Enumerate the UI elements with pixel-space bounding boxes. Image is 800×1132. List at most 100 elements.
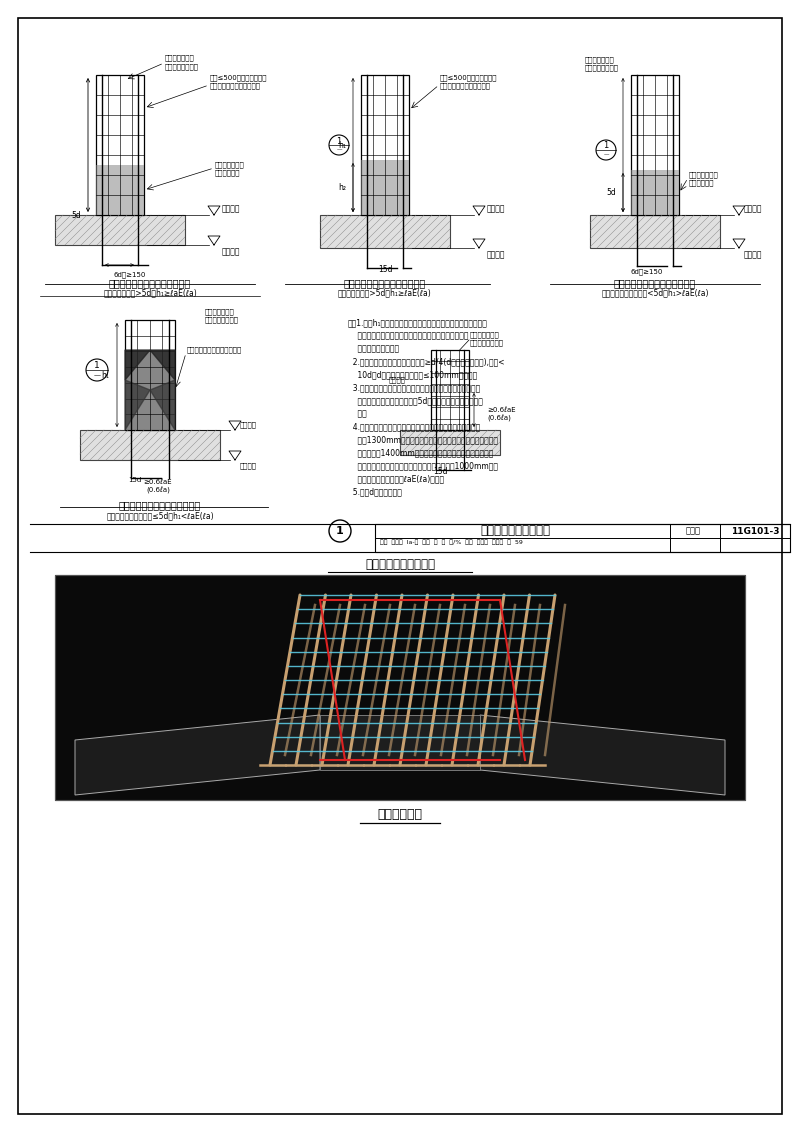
Text: 基础底面: 基础底面 — [240, 462, 257, 469]
Bar — [590, 215, 720, 248]
Bar — [631, 75, 679, 215]
Bar — [55, 215, 185, 245]
Text: 6d且≥150: 6d且≥150 — [114, 272, 146, 278]
Text: 审核  都恒星  la-亿  校对  刘  敏  对/%  设计  高志国  旨主沈  页  59: 审核 都恒星 la-亿 校对 刘 敏 对/% 设计 高志国 旨主沈 页 59 — [380, 539, 523, 544]
Polygon shape — [150, 350, 175, 380]
Text: 支在底板钢筋网上: 支在底板钢筋网上 — [470, 340, 504, 346]
Text: 箍筋保护层厚度>5d；h₁≥ℓaE(ℓa): 箍筋保护层厚度>5d；h₁≥ℓaE(ℓa) — [338, 289, 432, 298]
Bar — [361, 75, 409, 215]
Bar — [431, 350, 469, 430]
Bar — [55, 575, 745, 800]
Polygon shape — [480, 715, 725, 795]
Bar — [125, 350, 175, 430]
Bar — [125, 320, 175, 430]
Text: 10d（d为插筋最小直径）且≤100mm的要求。: 10d（d为插筋最小直径）且≤100mm的要求。 — [348, 370, 478, 379]
Text: 柱插筋在基础中锚固构造（一）: 柱插筋在基础中锚固构造（一） — [109, 278, 191, 288]
Text: 15d: 15d — [128, 477, 142, 483]
Text: 11G101-3: 11G101-3 — [730, 526, 779, 535]
Text: 基础底面: 基础底面 — [744, 250, 762, 259]
Text: 间距≤500，且不少于两道: 间距≤500，且不少于两道 — [440, 75, 498, 82]
Text: ≥0.6ℓaE: ≥0.6ℓaE — [144, 479, 172, 484]
Text: h₂: h₂ — [338, 183, 346, 192]
Bar — [361, 160, 409, 215]
Text: 矩形封闭箍筋（非复合箍）: 矩形封闭箍筋（非复合箍） — [440, 83, 491, 89]
Text: 3.当基础部分保护层厚度不一样情况下（如部分位于框中部分: 3.当基础部分保护层厚度不一样情况下（如部分位于框中部分 — [348, 383, 480, 392]
Text: 小于1300mm时，或当柱为大偏心受压，独立基础、条形基础: 小于1300mm时，或当柱为大偏心受压，独立基础、条形基础 — [348, 435, 498, 444]
Bar — [320, 215, 450, 248]
Text: 基础顶面: 基础顶面 — [222, 204, 241, 213]
Text: —: — — [603, 153, 609, 157]
Text: 15d: 15d — [378, 266, 392, 274]
Text: ≥0.6ℓaE: ≥0.6ℓaE — [487, 408, 516, 413]
Text: 5d: 5d — [606, 188, 616, 197]
Text: 为基础梁顶至基础底面的高度，当柱两侧基础梁标高不: 为基础梁顶至基础底面的高度，当柱两侧基础梁标高不 — [348, 331, 469, 340]
Text: 2.锚固区横向钢筋间距应满足直径≥d/4(d为插筋最大直径),间距<: 2.锚固区横向钢筋间距应满足直径≥d/4(d为插筋最大直径),间距< — [348, 357, 505, 366]
Bar — [400, 430, 500, 455]
Bar — [55, 575, 745, 800]
Polygon shape — [320, 715, 480, 770]
Polygon shape — [733, 239, 745, 248]
Text: 箍筋保护层厚度>5d；h₁≥ℓaE(ℓa): 箍筋保护层厚度>5d；h₁≥ℓaE(ℓa) — [103, 289, 197, 298]
Text: 筋。: 筋。 — [348, 409, 366, 418]
Text: 注：1.图中h₁为基础顶面至基础底面的高度。对于带基础梁的基础: 注：1.图中h₁为基础顶面至基础底面的高度。对于带基础梁的基础 — [348, 318, 488, 327]
Bar — [96, 165, 144, 215]
Text: 矩形封闭箍筋（非复合箍）: 矩形封闭箍筋（非复合箍） — [210, 83, 261, 89]
Text: 柱插筋示意图: 柱插筋示意图 — [378, 808, 422, 822]
Text: 箍至基础板底部: 箍至基础板底部 — [470, 332, 500, 338]
Text: 柱插筋在基础中的锚固: 柱插筋在基础中的锚固 — [365, 558, 435, 572]
Text: 6d且≥150: 6d且≥150 — [631, 268, 663, 275]
Polygon shape — [125, 380, 150, 430]
Text: (0.6ℓa): (0.6ℓa) — [146, 487, 170, 494]
Text: 1: 1 — [603, 142, 609, 151]
Bar — [375, 524, 790, 552]
Text: 锚固区横向钢筋（非复合箍）: 锚固区横向钢筋（非复合箍） — [187, 346, 242, 353]
Polygon shape — [75, 715, 320, 795]
Text: 支在底板钢筋网上: 支在底板钢筋网上 — [205, 317, 239, 324]
Text: 基础顶面: 基础顶面 — [389, 377, 406, 384]
Text: 4.当柱为轴心受压或小偏心受压，独立基础、条形基础高度不: 4.当柱为轴心受压或小偏心受压，独立基础、条形基础高度不 — [348, 422, 480, 431]
Text: 间距≤500，且不少于两道: 间距≤500，且不少于两道 — [210, 75, 267, 82]
Text: 支在底板钢筋网上: 支在底板钢筋网上 — [585, 65, 619, 71]
Text: 基础底面: 基础底面 — [222, 247, 241, 256]
Text: （非复合箍）: （非复合箍） — [689, 180, 714, 187]
Text: (0.6ℓa): (0.6ℓa) — [487, 414, 511, 421]
Text: 基础底面: 基础底面 — [487, 250, 506, 259]
Text: 柱外侧钢筋保护层厚度≤5d；h₁<ℓaE(ℓa): 柱外侧钢筋保护层厚度≤5d；h₁<ℓaE(ℓa) — [106, 512, 214, 521]
Text: h₁: h₁ — [101, 370, 109, 379]
Polygon shape — [229, 451, 241, 460]
Text: （伸至底板钢筋网上的柱插筋之间间距不应大于1000mm），: （伸至底板钢筋网上的柱插筋之间间距不应大于1000mm）， — [348, 461, 498, 470]
Text: 箍至基础板底部: 箍至基础板底部 — [165, 54, 194, 61]
Text: 柱插筋在基础中锚固构造（二）: 柱插筋在基础中锚固构造（二） — [344, 278, 426, 288]
Text: 柱插筋在基础中锚固构造（三）: 柱插筋在基础中锚固构造（三） — [614, 278, 696, 288]
Bar — [96, 75, 144, 215]
Polygon shape — [150, 380, 175, 430]
Polygon shape — [208, 235, 220, 245]
Text: （非复合箍）: （非复合箍） — [215, 170, 241, 177]
Text: 1: 1 — [94, 361, 100, 370]
Text: 基础顶面: 基础顶面 — [744, 204, 762, 213]
Text: 箍至基础板底部: 箍至基础板底部 — [205, 309, 234, 316]
Text: 基础顶面: 基础顶面 — [487, 204, 506, 213]
Text: 支在底板钢筋网上: 支在底板钢筋网上 — [165, 63, 199, 70]
Text: 高度不小于1400mm时，可仅将柱四角筋伸至底板钢筋网上: 高度不小于1400mm时，可仅将柱四角筋伸至底板钢筋网上 — [348, 448, 494, 457]
Text: 位于梁内），保护层厚度小于5d的部位应设置锚固区横向钢: 位于梁内），保护层厚度小于5d的部位应设置锚固区横向钢 — [348, 396, 483, 405]
Text: 柱插筋在基础中锚固构造（四）: 柱插筋在基础中锚固构造（四） — [119, 500, 201, 511]
Text: 其他钢筋满足锚固长度ℓaE(ℓa)即可。: 其他钢筋满足锚固长度ℓaE(ℓa)即可。 — [348, 474, 444, 483]
Text: 5d: 5d — [71, 211, 81, 220]
Polygon shape — [208, 206, 220, 215]
Text: 锚固区横向钢筋: 锚固区横向钢筋 — [689, 172, 718, 179]
Polygon shape — [229, 421, 241, 430]
Text: 5.图中d为插筋直径。: 5.图中d为插筋直径。 — [348, 487, 402, 496]
Text: 图集号: 图集号 — [686, 526, 701, 535]
Text: —: — — [94, 372, 101, 378]
Text: 同时取较低值标高。: 同时取较低值标高。 — [348, 344, 399, 353]
Text: 1: 1 — [336, 137, 342, 146]
Text: h₁: h₁ — [338, 140, 346, 149]
Text: 柱插筋在基础中的锚固: 柱插筋在基础中的锚固 — [480, 524, 550, 538]
Text: 1: 1 — [336, 526, 344, 535]
Polygon shape — [125, 350, 150, 380]
Text: 锚固区横向钢筋: 锚固区横向钢筋 — [215, 162, 245, 169]
Text: 箍至基础板底部: 箍至基础板底部 — [585, 57, 614, 63]
Polygon shape — [473, 239, 485, 248]
Text: 15d: 15d — [433, 468, 447, 477]
